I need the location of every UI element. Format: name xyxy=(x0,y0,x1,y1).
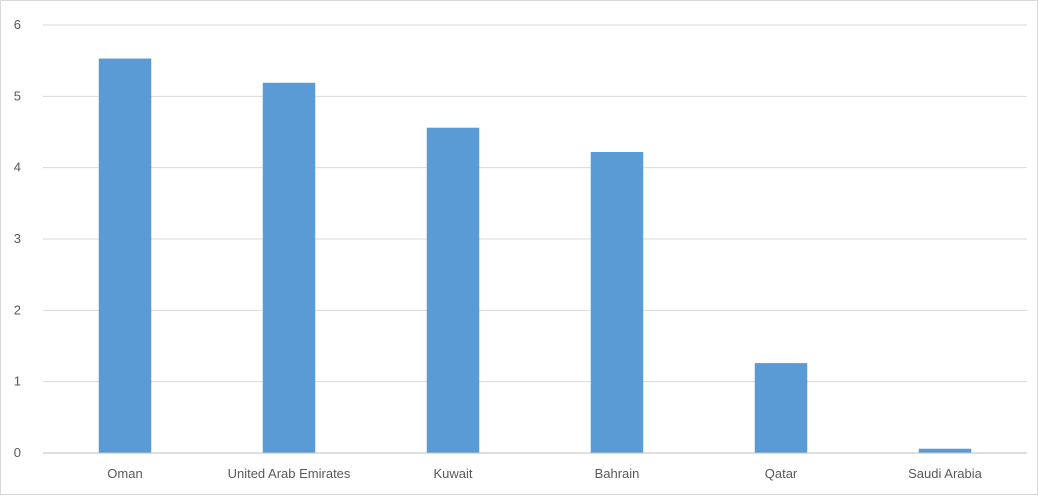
x-tick-label: Oman xyxy=(107,466,142,481)
x-tick-label: Qatar xyxy=(765,466,798,481)
bar-oman xyxy=(98,58,152,453)
y-tick-label: 2 xyxy=(14,302,21,317)
bar-united-arab-emirates xyxy=(262,82,316,453)
bar-qatar xyxy=(754,363,808,453)
x-tick-label: Kuwait xyxy=(433,466,472,481)
x-tick-label: Saudi Arabia xyxy=(908,466,982,481)
bar-kuwait xyxy=(426,127,480,453)
x-tick-label: United Arab Emirates xyxy=(228,466,351,481)
gridlines xyxy=(43,24,1027,383)
y-tick-label: 0 xyxy=(14,445,21,460)
y-tick-label: 4 xyxy=(14,160,21,175)
y-tick-label: 3 xyxy=(14,231,21,246)
bars xyxy=(98,58,972,453)
bar-saudi-arabia xyxy=(918,448,972,453)
y-tick-label: 1 xyxy=(14,374,21,389)
y-tick-label: 5 xyxy=(14,88,21,103)
y-tick-label: 6 xyxy=(14,17,21,32)
x-tick-label: Bahrain xyxy=(595,466,640,481)
tick-labels: 0 1 2 3 4 5 6 Oman United Arab Emirates Kuwait Bah… xyxy=(14,17,983,481)
bar-bahrain xyxy=(590,151,644,453)
